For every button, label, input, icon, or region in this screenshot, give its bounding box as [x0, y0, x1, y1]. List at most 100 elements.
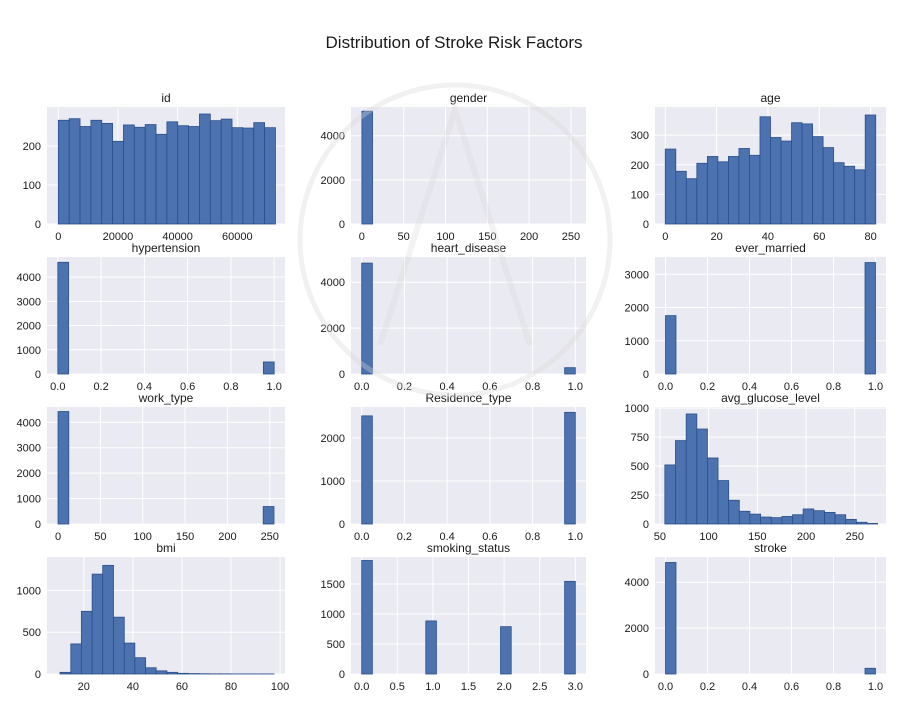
subplot-title: id: [161, 91, 170, 105]
y-tick-label: 4000: [625, 577, 649, 589]
histogram-bar: [144, 124, 157, 225]
x-tick-label: 40000: [162, 231, 193, 243]
y-tick-label: 100: [631, 189, 649, 201]
x-tick-label: 200: [520, 231, 538, 243]
y-tick-label: 3000: [17, 443, 41, 455]
y-tick-label: 0: [643, 669, 649, 681]
histogram-bar: [812, 136, 824, 225]
figure-title: Distribution of Stroke Risk Factors: [326, 33, 583, 52]
x-tick-label: 0.2: [700, 381, 715, 393]
histogram-bar: [253, 122, 266, 225]
x-tick-label: 60: [176, 681, 188, 693]
y-tick-label: 1000: [321, 609, 345, 621]
subplot-title: bmi: [156, 541, 175, 555]
y-tick-label: 0: [339, 669, 345, 681]
histogram-bar: [665, 562, 677, 675]
histogram-bar: [166, 121, 179, 225]
x-tick-label: 0.6: [482, 531, 497, 543]
x-tick-label: 80: [225, 681, 237, 693]
x-tick-label: 0.8: [223, 381, 238, 393]
histogram-bar: [90, 119, 103, 225]
subplot-title: ever_married: [735, 241, 806, 255]
histogram-bar: [770, 137, 782, 225]
histogram-bar: [101, 122, 114, 225]
y-tick-label: 4000: [321, 131, 345, 143]
y-tick-label: 1500: [321, 579, 345, 591]
plot-area: [655, 257, 886, 374]
histogram-bar: [802, 508, 815, 525]
x-tick-label: 2.0: [496, 681, 511, 693]
x-tick-label: 50: [94, 531, 106, 543]
histogram-bar: [564, 411, 576, 525]
x-tick-label: 0: [55, 531, 61, 543]
x-tick-label: 80: [864, 231, 876, 243]
histogram-bar: [706, 156, 719, 225]
x-tick-label: 100: [699, 531, 717, 543]
plot-area: [47, 407, 285, 524]
x-tick-label: 0.8: [826, 681, 841, 693]
histogram-bar: [113, 616, 125, 675]
histogram-bar: [361, 560, 373, 675]
y-tick-label: 0: [35, 669, 41, 681]
subplot-ever-married: 0.0 0.2 0.4 0.6 0.8 1.0 0 1000 2000 3000 ever_marr…: [625, 241, 886, 393]
histogram-bar: [262, 361, 275, 375]
subplot-avg-glucose-level: 50 100 150 200 250 0 250 500 750 1000 avg_glucose_…: [625, 391, 886, 543]
y-tick-label: 1000: [625, 403, 649, 415]
histogram-bar: [91, 573, 104, 675]
x-tick-label: 50: [654, 531, 666, 543]
histogram-bar: [759, 116, 771, 225]
y-tick-label: 3000: [17, 296, 41, 308]
x-tick-label: 0.2: [397, 381, 412, 393]
histogram-bar: [145, 667, 157, 675]
histogram-bar: [864, 262, 876, 375]
histogram-bar: [749, 513, 762, 525]
histogram-bar: [781, 516, 793, 525]
histogram-bar: [59, 671, 72, 675]
histogram-bar: [864, 667, 876, 675]
x-tick-label: 0.0: [658, 381, 673, 393]
histogram-bar: [57, 411, 70, 525]
histogram-bar: [780, 140, 792, 225]
histogram-bar: [717, 161, 729, 225]
histogram-bar: [738, 148, 750, 225]
x-tick-label: 0.2: [397, 531, 412, 543]
y-tick-label: 500: [327, 639, 345, 651]
histogram-bar: [262, 506, 275, 525]
y-tick-label: 0: [339, 369, 345, 381]
histogram-bar: [242, 127, 255, 225]
x-tick-label: 0.6: [784, 681, 799, 693]
y-tick-label: 1000: [17, 494, 41, 506]
y-tick-label: 0: [643, 369, 649, 381]
histogram-bar: [728, 499, 740, 525]
y-tick-label: 2000: [321, 175, 345, 187]
x-tick-label: 20000: [103, 231, 134, 243]
histogram-bar: [801, 123, 813, 225]
x-tick-label: 1.0: [425, 681, 440, 693]
histogram-bar: [425, 620, 437, 675]
histogram-bar: [79, 126, 92, 225]
histogram-bar: [760, 516, 772, 525]
x-tick-label: 20: [710, 231, 722, 243]
x-tick-label: 100: [271, 681, 289, 693]
histogram-bar: [361, 415, 373, 525]
y-tick-label: 0: [339, 219, 345, 231]
y-tick-label: 1000: [17, 345, 41, 357]
x-tick-label: 60000: [222, 231, 253, 243]
histogram-bar: [770, 517, 783, 525]
plot-area: [351, 107, 586, 224]
histogram-bar: [177, 125, 190, 225]
histogram-bar: [833, 162, 845, 225]
histogram-bar: [564, 580, 576, 675]
y-tick-label: 4000: [17, 417, 41, 429]
plot-area: [47, 257, 285, 374]
x-tick-label: 150: [478, 231, 496, 243]
y-tick-label: 2000: [625, 623, 649, 635]
histogram-bar: [134, 657, 147, 675]
subplot-work-type: 0 50 100 150 200 250 0 1000 2000 3000 4000 work_typ…: [17, 391, 285, 543]
histogram-bar: [155, 670, 168, 675]
x-tick-label: 3.0: [568, 681, 583, 693]
histogram-bar: [231, 127, 244, 225]
